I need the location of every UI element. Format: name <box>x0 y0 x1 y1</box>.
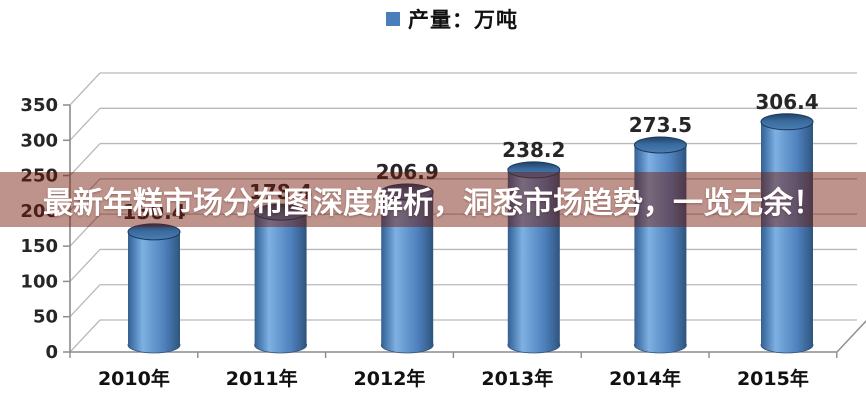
bar-2013年 <box>507 161 561 354</box>
bar-2010年 <box>127 223 181 354</box>
grid-depth-line <box>69 178 101 212</box>
x-category-label: 2015年 <box>737 367 809 390</box>
grid-depth-line <box>69 107 101 141</box>
cylinder-body <box>761 121 813 345</box>
grid-depth-line <box>69 319 101 353</box>
cylinder-top <box>633 136 687 154</box>
y-tick-label: 50 <box>33 307 58 328</box>
grid-depth-line <box>69 213 101 247</box>
y-tick-label: 200 <box>20 201 58 222</box>
headline-banner: 最新年糕市场分布图深度解析，洞悉市场趋势，一览无余！ <box>0 172 866 227</box>
bar-2012年 <box>380 183 434 354</box>
bar-value-label: 178.4 <box>249 180 312 204</box>
cylinder-body <box>381 191 434 345</box>
legend: 产量：万吨 <box>0 4 866 34</box>
bar-2011年 <box>254 203 308 354</box>
cylinder-body <box>634 144 687 345</box>
axes: 0 50 100 150 200 250 300 350 2010年 2011年 2012年 2013… <box>20 95 866 390</box>
bar-2015年 <box>760 113 814 354</box>
cylinder-body <box>254 212 307 345</box>
bar-value-label: 150.4 <box>122 200 185 224</box>
y-tick-label: 150 <box>20 236 58 257</box>
bars <box>127 113 814 354</box>
x-category-label: 2014年 <box>609 367 681 390</box>
y-tick-label: 350 <box>20 95 58 116</box>
cylinder-top <box>507 161 561 179</box>
bar-value-label: 238.2 <box>502 138 565 162</box>
y-tick-label: 0 <box>45 342 58 363</box>
floor-right-edge <box>836 320 866 353</box>
legend-label: 产量：万吨 <box>408 8 518 32</box>
x-category-label: 2013年 <box>481 367 553 390</box>
y-tick-label: 250 <box>20 166 58 187</box>
grid-depth-line <box>69 72 101 106</box>
x-category-label: 2011年 <box>226 367 298 390</box>
x-category-label: 2010年 <box>98 367 170 390</box>
cylinder-top <box>760 113 814 131</box>
bar-value-label: 206.9 <box>376 160 439 184</box>
grid-depth-line <box>69 284 101 318</box>
bar-2014年 <box>633 136 687 354</box>
bar-value-label: 306.4 <box>755 90 818 114</box>
gridlines <box>69 72 857 353</box>
cylinder-body <box>507 169 560 345</box>
y-tick-label: 100 <box>20 271 58 292</box>
headline-text: 最新年糕市场分布图深度解析，洞悉市场趋势，一览无余！ <box>43 185 823 221</box>
legend-marker-icon <box>386 12 400 26</box>
grid-depth-line <box>69 248 101 282</box>
cylinder-body <box>128 231 180 345</box>
bar-value-label: 273.5 <box>629 113 692 137</box>
grid-depth-line <box>69 143 101 177</box>
x-category-label: 2012年 <box>354 367 426 390</box>
y-tick-label: 300 <box>20 130 58 151</box>
data-labels: 150.4 178.4 206.9 238.2 273.5 306.4 <box>122 90 818 224</box>
cylinder-top <box>380 183 434 201</box>
cylinder-top <box>254 203 308 221</box>
cylinder-top <box>127 223 181 241</box>
